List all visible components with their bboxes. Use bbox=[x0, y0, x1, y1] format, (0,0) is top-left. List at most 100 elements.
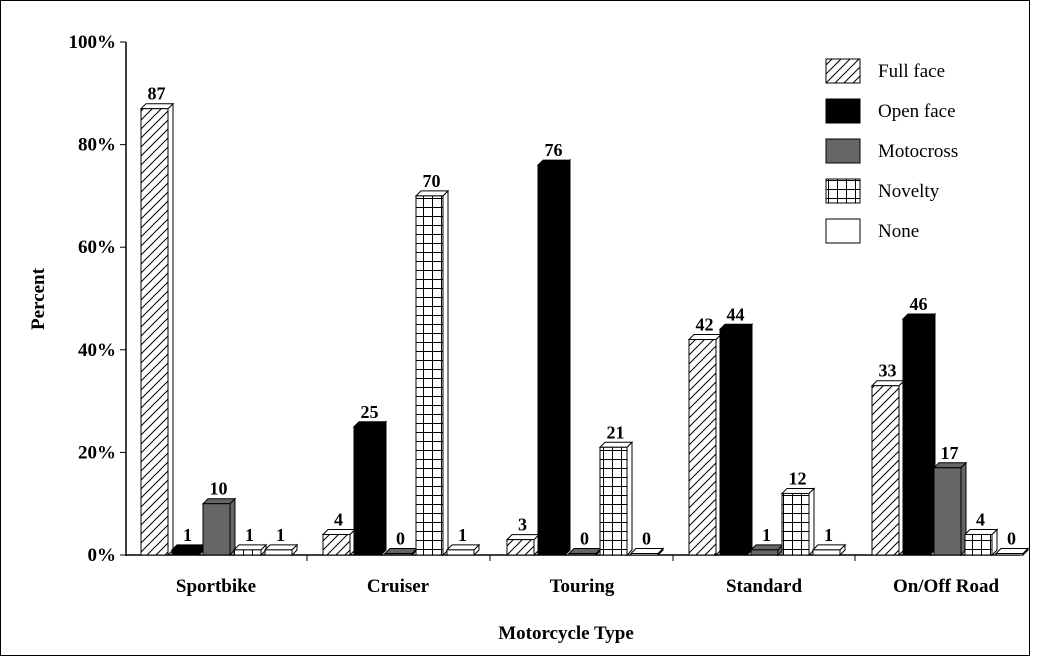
bar-top-face bbox=[629, 548, 665, 554]
data-label: 87 bbox=[148, 84, 166, 104]
legend-label: Open face bbox=[878, 101, 956, 122]
bar-top-face bbox=[383, 548, 419, 554]
bar-side-face bbox=[167, 102, 174, 557]
bar-side-face bbox=[626, 441, 633, 557]
data-label: 0 bbox=[580, 529, 589, 549]
bar-top-face bbox=[321, 528, 357, 535]
bar-front-face bbox=[568, 553, 597, 556]
bar-top-face bbox=[963, 528, 999, 535]
bar-front-face bbox=[233, 549, 262, 556]
bar-top-face bbox=[870, 380, 906, 387]
bar-front-face bbox=[264, 549, 293, 556]
bar-top-face bbox=[536, 159, 572, 166]
bar-side-face bbox=[229, 497, 236, 557]
y-tick-label: 40% bbox=[78, 340, 116, 361]
data-label: 0 bbox=[396, 529, 405, 549]
axes: 0% 20% 40% 60% 80% 100% Sportbike Cruiser Tourin… bbox=[69, 32, 1020, 597]
bar-front-face bbox=[902, 318, 931, 556]
bar bbox=[718, 323, 754, 557]
bar bbox=[629, 547, 665, 557]
data-label: 17 bbox=[941, 443, 959, 463]
bar-top-face bbox=[718, 323, 754, 330]
legend-item: Novelty bbox=[825, 178, 940, 204]
data-label: 1 bbox=[276, 525, 285, 545]
bar-side-face bbox=[442, 189, 449, 557]
bar bbox=[932, 461, 968, 557]
bar-front-face bbox=[933, 467, 962, 556]
data-label: 21 bbox=[607, 422, 625, 442]
x-category-label: Sportbike bbox=[176, 576, 256, 597]
bar bbox=[414, 189, 450, 557]
bar-front-face bbox=[202, 503, 231, 556]
data-labels-group: 87 1 10 1 1 4 25 0 70 1 3 76 0 21 0 42 44 1 12 1 33 46 17 4 0 bbox=[148, 84, 1017, 549]
bar bbox=[505, 533, 541, 557]
bar-front-face bbox=[964, 533, 993, 556]
bar-side-face bbox=[564, 158, 571, 557]
bar-top-face bbox=[598, 441, 634, 448]
legend-item: None bbox=[825, 218, 919, 244]
y-tick-label: 80% bbox=[78, 135, 116, 156]
bar-front-face bbox=[171, 549, 200, 556]
bar-top-face bbox=[567, 548, 603, 554]
bar bbox=[901, 312, 937, 557]
x-category-label: Cruiser bbox=[367, 576, 430, 597]
data-label: 0 bbox=[1007, 529, 1016, 549]
bar-front-face bbox=[781, 492, 810, 556]
legend-item: Full face bbox=[825, 58, 945, 84]
bar bbox=[139, 102, 175, 557]
data-label: 3 bbox=[518, 515, 527, 535]
data-label: 33 bbox=[879, 361, 897, 381]
bar-top-face bbox=[749, 544, 785, 551]
legend-label: None bbox=[878, 221, 919, 242]
bar bbox=[780, 487, 816, 557]
bar-front-face bbox=[599, 446, 628, 556]
bar bbox=[263, 543, 299, 557]
bar-front-face bbox=[506, 539, 535, 556]
bars-group bbox=[139, 102, 1030, 557]
legend-item: Motocross bbox=[825, 138, 958, 164]
bar-front-face bbox=[871, 385, 900, 556]
legend-swatch bbox=[825, 178, 861, 204]
bar-top-face bbox=[901, 313, 937, 320]
bar bbox=[870, 379, 906, 557]
bar bbox=[170, 543, 206, 557]
legend-swatch bbox=[825, 218, 861, 244]
bar-top-face bbox=[263, 544, 299, 551]
data-label: 1 bbox=[245, 525, 254, 545]
data-label: 12 bbox=[789, 468, 807, 488]
x-category-label: Touring bbox=[550, 576, 615, 597]
bar-front-face bbox=[995, 553, 1024, 556]
bar-top-face bbox=[780, 487, 816, 494]
bar-top-face bbox=[445, 544, 481, 551]
bar-top-face bbox=[232, 544, 268, 551]
data-label: 0 bbox=[642, 529, 651, 549]
bar-top-face bbox=[352, 421, 388, 428]
bar-front-face bbox=[688, 339, 717, 556]
y-tick-label: 60% bbox=[78, 237, 116, 258]
bar bbox=[383, 547, 419, 557]
bar-top-face bbox=[994, 548, 1030, 554]
x-axis-title: Motorcycle Type bbox=[498, 623, 634, 644]
bar-front-face bbox=[140, 108, 169, 556]
data-label: 25 bbox=[361, 402, 379, 422]
bar-top-face bbox=[932, 462, 968, 469]
y-tick-label: 20% bbox=[78, 442, 116, 463]
y-tick-label: 100% bbox=[69, 32, 117, 53]
bar bbox=[352, 420, 388, 557]
bar-front-face bbox=[537, 164, 566, 556]
bar-front-face bbox=[446, 549, 475, 556]
bar-top-face bbox=[687, 334, 723, 341]
bar bbox=[687, 333, 723, 557]
x-category-label: Standard bbox=[726, 576, 802, 597]
data-label: 1 bbox=[183, 525, 192, 545]
legend-label: Full face bbox=[878, 61, 945, 82]
legend-label: Motocross bbox=[878, 141, 958, 162]
data-label: 1 bbox=[458, 525, 467, 545]
bar bbox=[321, 528, 357, 557]
bar-front-face bbox=[415, 195, 444, 556]
bar bbox=[445, 543, 481, 557]
data-label: 76 bbox=[545, 140, 563, 160]
